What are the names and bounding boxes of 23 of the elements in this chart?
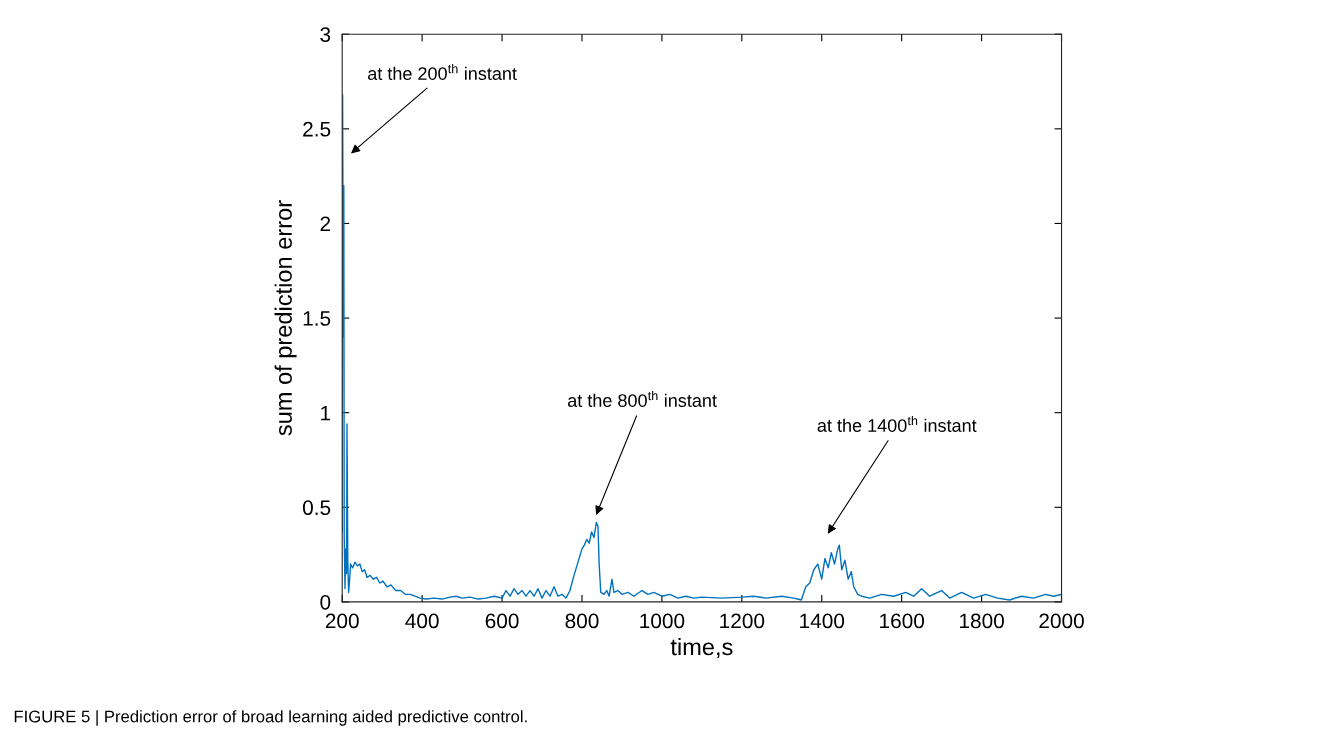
x-tick-label: 400 xyxy=(405,613,439,629)
caption: FIGURE 5 | Prediction error of broad learning aided predictive control. xyxy=(14,710,527,726)
annotation: at the 1400$^{th}$ instant xyxy=(817,415,977,432)
x-tick-label: 800 xyxy=(565,613,599,629)
y-tick-label: 2 xyxy=(320,216,331,231)
x-tick-label: 200 xyxy=(325,613,359,629)
y-tick-label: 1.5 xyxy=(303,311,331,326)
y-tick-label: 0 xyxy=(320,594,331,610)
x-tick-label: 1600 xyxy=(880,613,925,629)
x-tick-label: 1800 xyxy=(960,613,1004,629)
y-axis-title: sum of prediction error xyxy=(274,200,297,436)
y-tick-label: 2.5 xyxy=(303,121,331,137)
x-tick-label: 2000 xyxy=(1039,613,1084,629)
y-tick-label: 1 xyxy=(321,405,331,421)
x-tick-label: 1000 xyxy=(640,613,685,629)
x-tick-label: 1200 xyxy=(720,613,765,629)
y-tick-label: 0.5 xyxy=(302,500,331,516)
x-tick-label: 1400 xyxy=(800,613,845,629)
x-axis-title: time,s xyxy=(670,637,733,659)
x-tick-label: 600 xyxy=(485,613,519,629)
annotation: at the 800$^{th}$ instant xyxy=(568,390,717,407)
annotation: at the 200$^{th}$ instant xyxy=(368,63,517,80)
y-tick-label: 3 xyxy=(320,27,331,42)
